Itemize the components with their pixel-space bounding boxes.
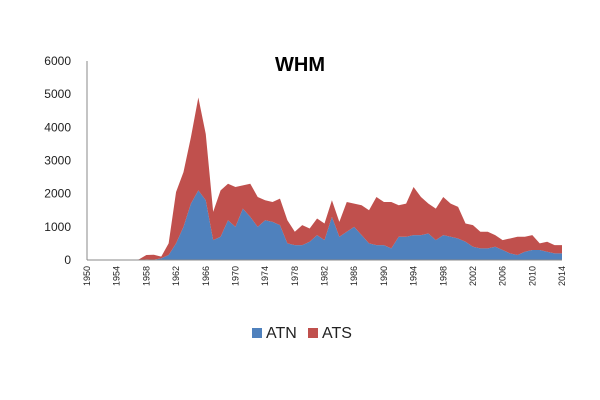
axes [86,61,562,261]
x-tick-label: 1990 [379,266,389,286]
x-tick-label: 1958 [141,266,151,286]
y-tick-label: 6000 [44,54,71,68]
x-tick-label: 1950 [82,266,92,286]
area-series-ats [87,97,562,260]
x-tick-label: 1998 [438,266,448,286]
y-tick-label: 4000 [44,120,71,134]
x-tick-label: 1978 [290,266,300,286]
y-tick-label: 1000 [44,220,71,234]
x-tick-label: 2010 [527,266,537,286]
legend-label-ats: ATS [322,325,352,342]
x-tick-label: 1966 [201,266,211,286]
y-tick-label: 2000 [44,187,71,201]
x-tick-labels: 1950 1954 1958 1962 1966 1970 1974 1978 1982 1986… [82,266,567,286]
x-tick-label: 1982 [320,266,330,286]
legend: ATN ATS [252,325,352,342]
area-series-atn [87,190,562,260]
x-tick-label: 1994 [409,266,419,286]
x-tick-label: 2002 [468,266,478,286]
legend-swatch-ats [308,328,318,338]
x-tick-label: 1954 [112,266,122,286]
y-tick-labels: 0 1000 2000 3000 4000 5000 6000 [44,54,71,267]
y-tick-label: 3000 [44,154,71,168]
chart-title: WHM [275,54,325,76]
plot-areas [87,97,562,260]
legend-label-atn: ATN [266,325,297,342]
x-tick-label: 1974 [260,266,270,286]
x-tick-label: 1962 [171,266,181,286]
y-tick-label: 0 [64,253,71,267]
x-tick-label: 2014 [557,266,567,286]
x-tick-label: 1986 [349,266,359,286]
x-tick-label: 2006 [498,266,508,286]
y-tick-label: 5000 [44,87,71,101]
legend-swatch-atn [252,328,262,338]
x-tick-label: 1970 [230,266,240,286]
